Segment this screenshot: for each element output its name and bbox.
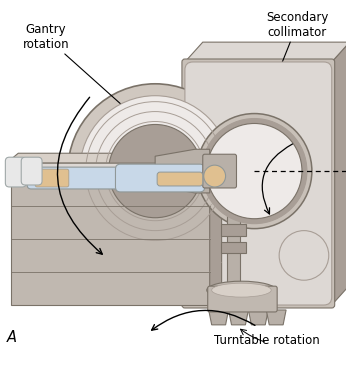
Circle shape [80,96,230,246]
Circle shape [197,113,312,229]
FancyBboxPatch shape [11,173,210,305]
Polygon shape [221,224,246,236]
Polygon shape [11,163,222,173]
FancyBboxPatch shape [116,164,205,192]
Text: A: A [6,330,16,345]
Circle shape [109,124,202,218]
Text: Turntable rotation: Turntable rotation [214,334,320,347]
FancyBboxPatch shape [182,59,335,308]
Ellipse shape [207,281,276,299]
Polygon shape [332,42,347,305]
FancyBboxPatch shape [157,172,203,186]
Ellipse shape [212,283,271,297]
FancyBboxPatch shape [21,157,42,185]
Circle shape [207,123,302,219]
Polygon shape [6,153,231,163]
Polygon shape [210,163,222,305]
Polygon shape [209,310,229,325]
Polygon shape [248,310,268,325]
FancyBboxPatch shape [5,157,26,187]
FancyBboxPatch shape [35,169,69,187]
Circle shape [202,119,307,224]
Polygon shape [155,149,210,193]
Text: Secondary
collimator: Secondary collimator [231,11,328,189]
Circle shape [204,165,226,187]
FancyBboxPatch shape [208,286,277,312]
FancyBboxPatch shape [203,154,237,188]
Polygon shape [229,310,248,325]
Polygon shape [221,242,246,253]
Circle shape [68,84,243,258]
FancyBboxPatch shape [27,167,174,189]
Polygon shape [266,310,286,325]
Polygon shape [185,42,347,62]
FancyBboxPatch shape [6,163,220,173]
Text: Gantry
rotation: Gantry rotation [23,23,126,109]
FancyBboxPatch shape [185,62,332,305]
Polygon shape [227,204,240,285]
Circle shape [279,231,329,280]
